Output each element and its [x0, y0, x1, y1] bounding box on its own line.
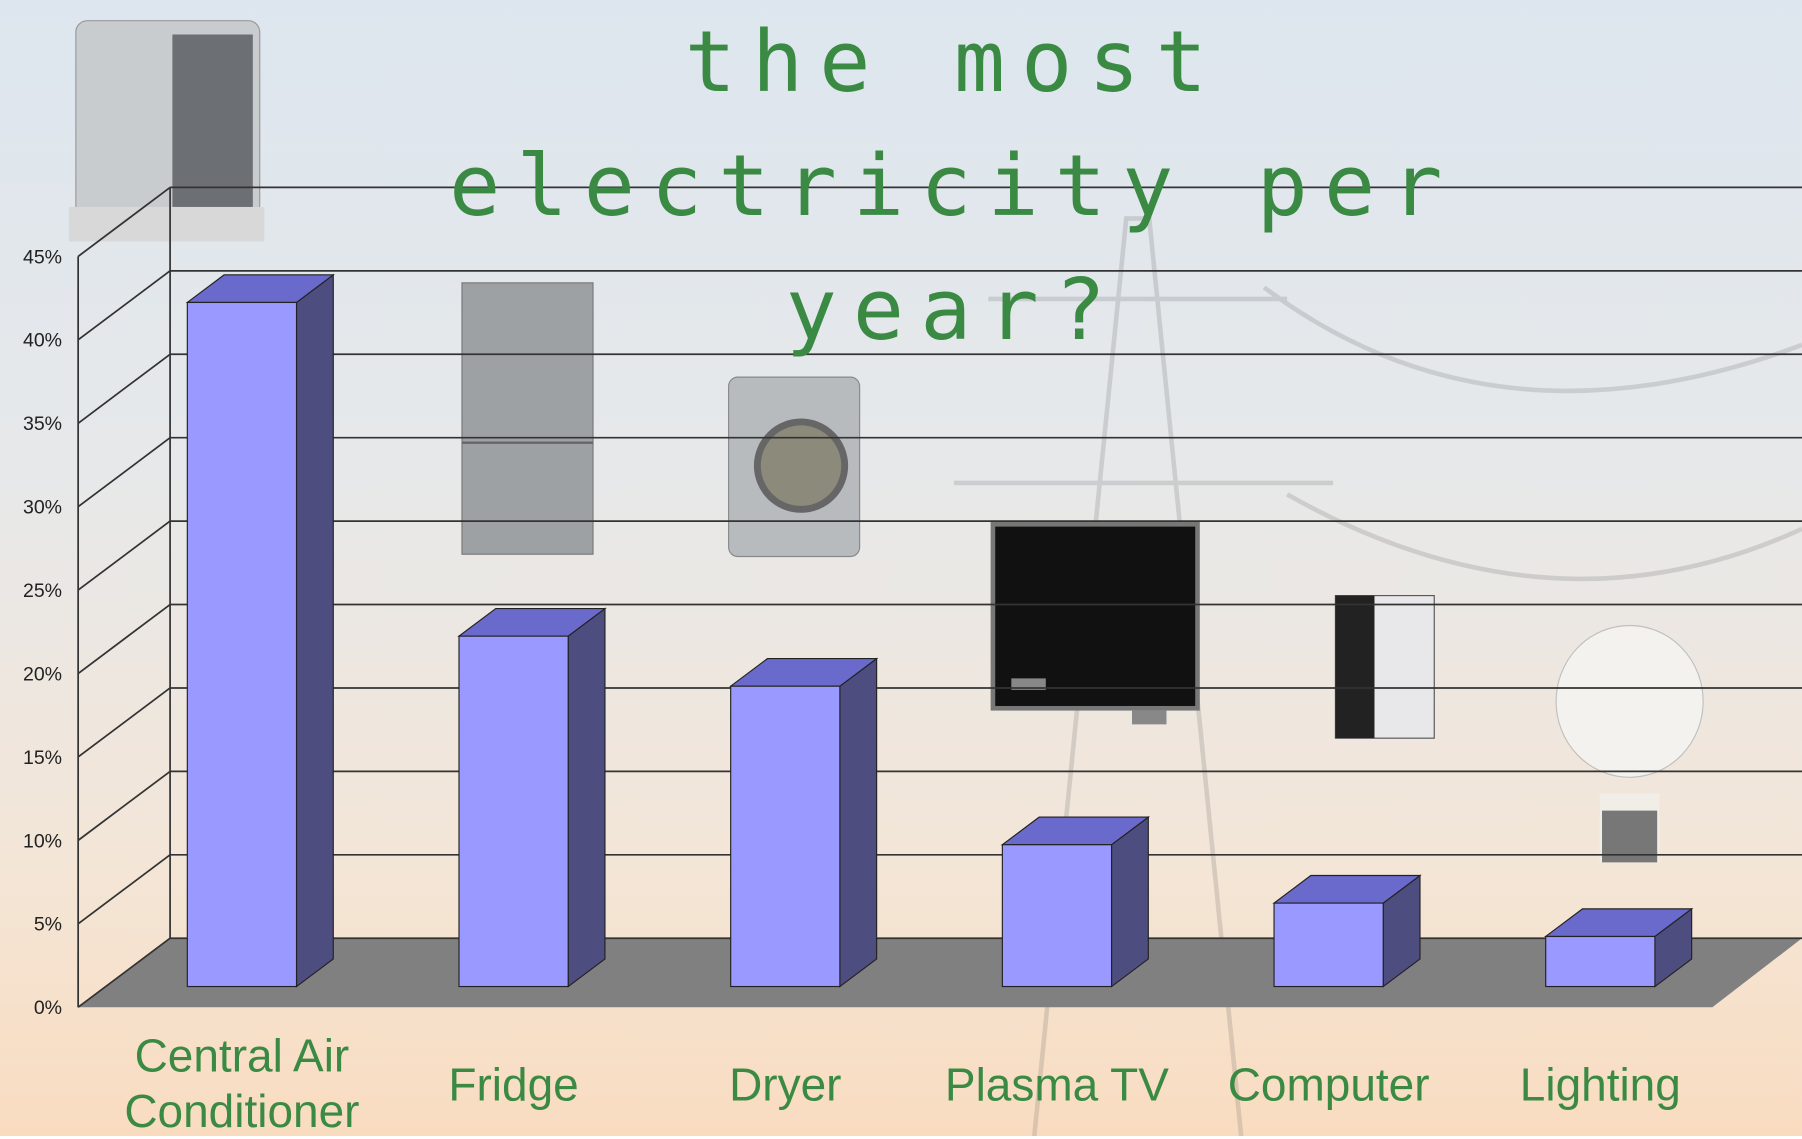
bar — [728, 657, 879, 988]
computer — [1334, 595, 1435, 739]
x-tick-label: Computer — [1227, 1060, 1430, 1111]
y-tick-label: 10% — [23, 830, 62, 852]
bar — [185, 273, 336, 988]
x-tick-label: Central Air Conditioner — [124, 1031, 360, 1138]
x-tick-label: Lighting — [1519, 1060, 1681, 1111]
y-tick-label: 45% — [23, 246, 62, 268]
floor — [78, 938, 1802, 1008]
y-tick-label: 20% — [23, 663, 62, 685]
bulb — [1555, 624, 1704, 863]
grid-line — [77, 520, 171, 591]
y-tick-label: 15% — [23, 747, 62, 769]
grid-line — [77, 270, 171, 341]
bar-front — [1273, 902, 1384, 988]
y-tick-label: 0% — [34, 997, 62, 1019]
bar-front — [1001, 844, 1113, 988]
x-tick-label: Fridge — [448, 1060, 579, 1111]
bar — [1543, 907, 1694, 988]
decoration — [953, 216, 1802, 1137]
grid-line — [77, 687, 171, 758]
tv — [990, 522, 1200, 725]
y-tick-label: 30% — [23, 497, 62, 519]
x-tick-label: Dryer — [729, 1060, 842, 1111]
y-tick-label: 40% — [23, 330, 62, 352]
y-tick-label: 25% — [23, 580, 62, 602]
grid-line — [77, 603, 171, 675]
ac-unit — [68, 20, 265, 242]
bar-side — [839, 657, 878, 988]
bar-front — [730, 685, 841, 988]
chart-title: the most electricity per year? — [449, 12, 1459, 360]
y-tick-label: 35% — [23, 413, 62, 435]
bar-side — [567, 607, 606, 988]
bar-front — [458, 635, 569, 988]
grid-line — [77, 770, 171, 842]
bar — [1000, 815, 1151, 988]
grid-line — [77, 437, 171, 508]
bar-side — [1110, 815, 1149, 988]
grid-line — [77, 937, 171, 1008]
grid-line — [77, 854, 171, 925]
bar — [1272, 874, 1422, 988]
bar-front — [186, 301, 298, 988]
grid-line — [77, 186, 171, 258]
y-tick-label: 5% — [34, 914, 62, 936]
fridge — [461, 282, 594, 555]
bar-side — [295, 273, 334, 988]
dryer — [728, 376, 861, 558]
bar-front — [1545, 935, 1656, 988]
grid-line — [77, 353, 171, 424]
bar — [457, 607, 607, 988]
x-tick-label: Plasma TV — [944, 1060, 1169, 1111]
